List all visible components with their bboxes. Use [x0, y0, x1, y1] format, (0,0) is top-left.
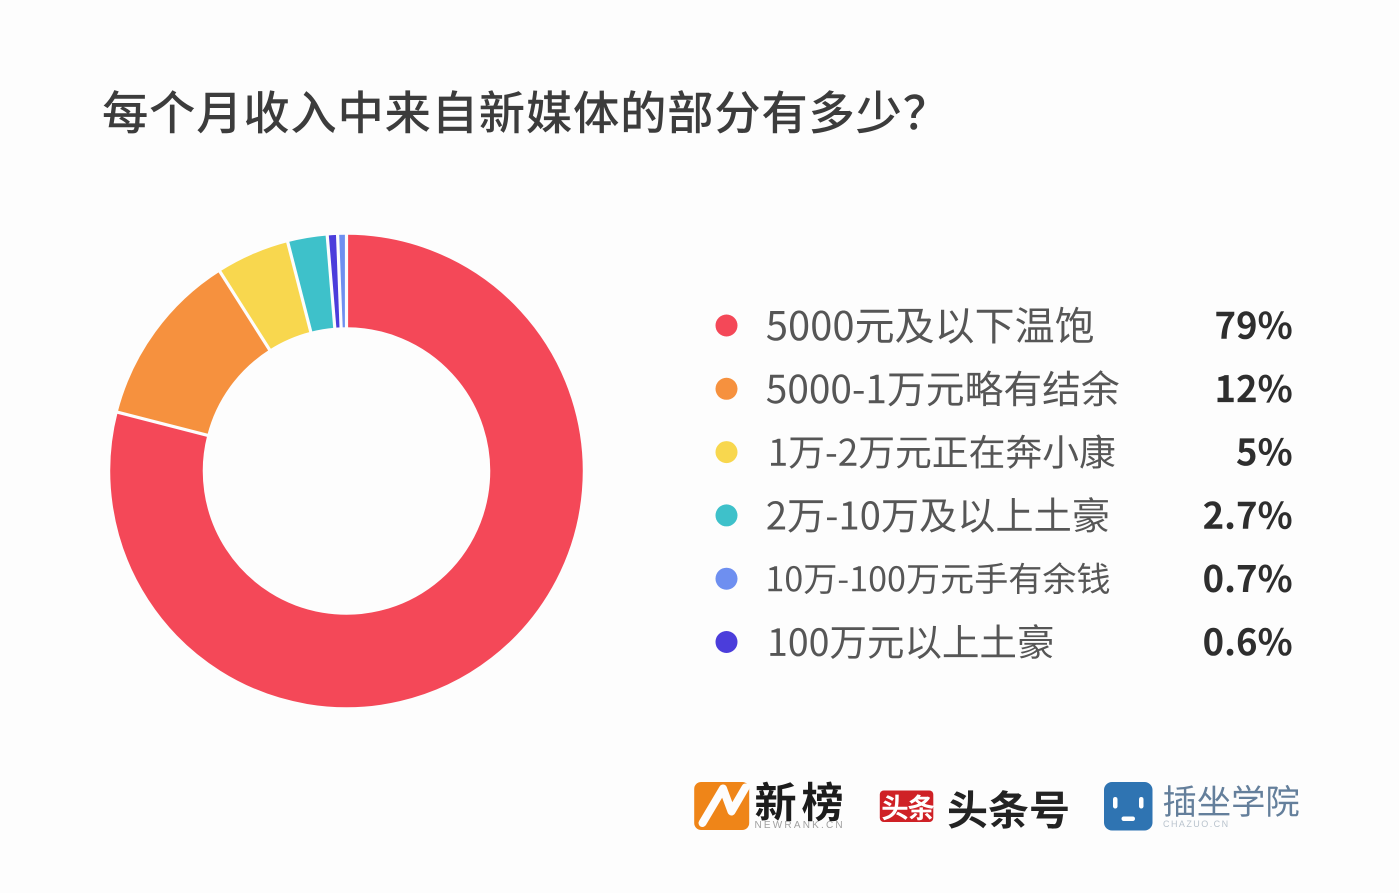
svg-text:CHAZUO.CN: CHAZUO.CN [1163, 819, 1230, 829]
svg-text:NEWRANK.CN: NEWRANK.CN [755, 820, 845, 831]
